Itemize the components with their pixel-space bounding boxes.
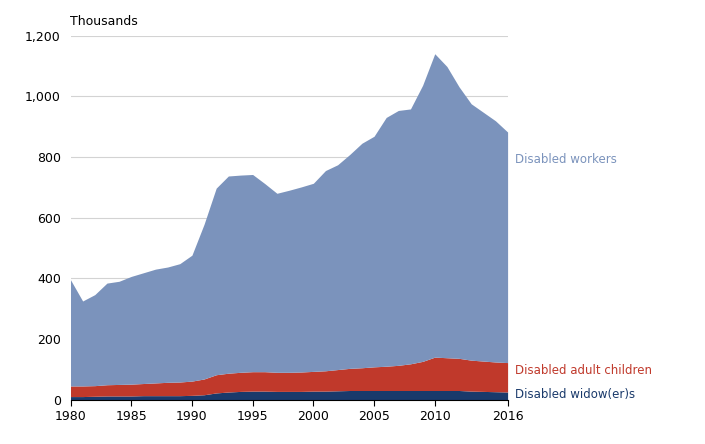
Text: Disabled widow(er)s: Disabled widow(er)s: [515, 388, 634, 400]
Text: Disabled adult children: Disabled adult children: [515, 364, 651, 377]
Text: Disabled workers: Disabled workers: [515, 154, 617, 166]
Text: Thousands: Thousands: [70, 15, 138, 28]
